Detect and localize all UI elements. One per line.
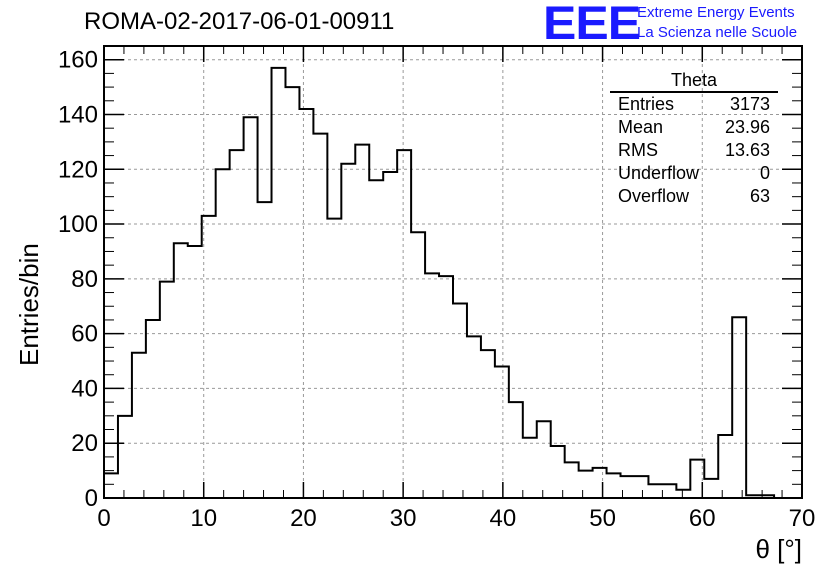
stats-value: 13.63 xyxy=(724,140,770,160)
y-tick-label: 40 xyxy=(71,375,98,402)
stats-label: Overflow xyxy=(618,186,690,206)
y-axis-label-wrap: Entries/bin xyxy=(8,180,44,366)
stats-title: Theta xyxy=(610,70,778,93)
stats-row: Underflow 0 xyxy=(610,162,778,185)
y-tick-label: 0 xyxy=(85,485,98,512)
x-axis-label: θ [°] xyxy=(755,534,802,564)
x-tick-label: 0 xyxy=(97,505,110,532)
stats-value: 3173 xyxy=(729,94,770,114)
chart-title: ROMA-02-2017-06-01-00911 xyxy=(84,8,395,35)
x-tick-label: 10 xyxy=(190,505,217,532)
plot-frame xyxy=(103,45,803,499)
stats-row: RMS 13.63 xyxy=(610,139,778,162)
axis-ticks xyxy=(103,45,803,499)
x-tick-label: 40 xyxy=(490,505,517,532)
stats-label: Underflow xyxy=(618,163,700,183)
x-tick-label: 50 xyxy=(589,505,616,532)
y-tick-label: 60 xyxy=(71,321,98,348)
tick-labels: 0 10 20 30 40 50 60 70 0 20 40 60 80 100 120 140 160 xyxy=(58,47,815,532)
stats-box: Theta Entries 3173 Mean 23.96 RMS 13.63 Und… xyxy=(610,70,778,208)
eee-logo-icon: EEE xyxy=(543,0,641,50)
y-tick-label: 100 xyxy=(58,211,98,238)
logo-line-2: La Scienza nelle Scuole xyxy=(637,24,798,41)
stats-value: 63 xyxy=(749,186,770,206)
y-tick-label: 120 xyxy=(58,156,98,183)
stats-row: Entries 3173 xyxy=(610,93,778,116)
y-tick-label: 160 xyxy=(58,47,98,74)
stats-label: Mean xyxy=(618,117,664,137)
stats-label: Entries xyxy=(618,94,675,114)
x-tick-label: 30 xyxy=(390,505,417,532)
x-tick-label: 20 xyxy=(290,505,317,532)
x-tick-label: 70 xyxy=(789,505,816,532)
x-tick-label: 60 xyxy=(689,505,716,532)
y-tick-label: 80 xyxy=(71,266,98,293)
logo-line-1: Extreme Energy Events xyxy=(637,4,795,21)
stats-row: Mean 23.96 xyxy=(610,116,778,139)
y-tick-label: 140 xyxy=(58,101,98,128)
histogram-outline xyxy=(103,66,776,498)
stats-row: Overflow 63 xyxy=(610,185,778,208)
y-tick-label: 20 xyxy=(71,430,98,457)
stats-label: RMS xyxy=(618,140,658,160)
stats-value: 23.96 xyxy=(724,117,770,137)
y-axis-label: Entries/bin xyxy=(14,243,44,366)
stats-value: 0 xyxy=(759,163,770,183)
